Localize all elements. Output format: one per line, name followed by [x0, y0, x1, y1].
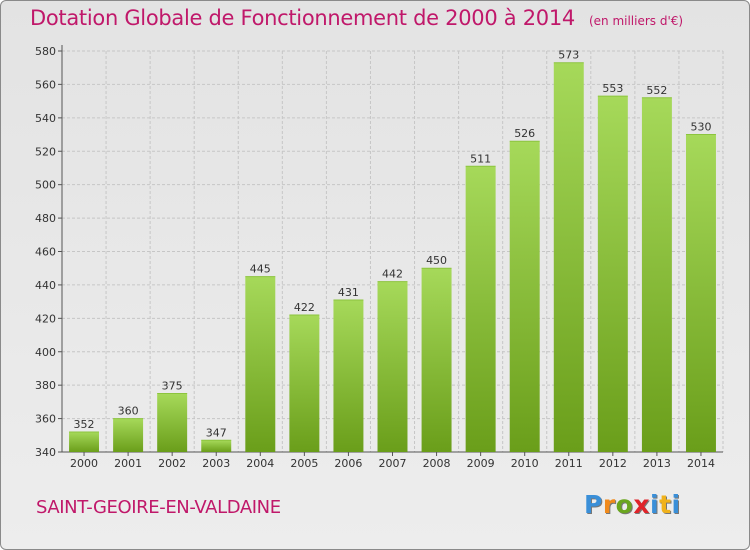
bar — [333, 299, 364, 452]
value-label: 511 — [470, 152, 491, 165]
value-label: 352 — [74, 418, 95, 431]
x-tick-label: 2005 — [290, 457, 318, 470]
bar — [553, 62, 584, 453]
x-tick-label: 2003 — [202, 457, 230, 470]
x-tick-label: 2012 — [599, 457, 627, 470]
bar — [289, 314, 320, 452]
y-tick-label: 500 — [35, 179, 56, 192]
x-tick-label: 2008 — [423, 457, 451, 470]
bar — [509, 141, 540, 452]
value-labels: 352 360 375 347 445 422 431 442 450 511 526 573 553 5… — [74, 49, 712, 440]
bar — [685, 134, 716, 452]
bar — [69, 431, 100, 452]
commune-name: SAINT-GEOIRE-EN-VALDAINE — [36, 497, 281, 518]
y-tick-label: 360 — [35, 413, 56, 426]
logo-letter: i — [671, 490, 681, 519]
value-label: 526 — [514, 127, 535, 140]
value-label: 375 — [162, 380, 183, 393]
x-tick-label: 2009 — [467, 457, 495, 470]
x-tick-label: 2011 — [555, 457, 583, 470]
x-tick-label: 2006 — [334, 457, 362, 470]
bar — [641, 97, 672, 453]
y-tick-label: 460 — [35, 246, 56, 259]
value-label: 431 — [338, 286, 359, 299]
logo-letter: x — [633, 490, 650, 519]
x-tick-label: 2010 — [511, 457, 539, 470]
value-label: 450 — [426, 254, 447, 267]
value-label: 445 — [250, 263, 271, 276]
y-tick-label: 400 — [35, 346, 56, 359]
value-label: 573 — [558, 49, 579, 62]
y-tick-label: 380 — [35, 379, 56, 392]
x-tick-label: 2001 — [114, 457, 142, 470]
value-label: 442 — [382, 268, 403, 281]
logo-letter: P — [584, 490, 603, 519]
proxiti-logo: Proxiti — [584, 490, 681, 519]
logo-letter: t — [659, 490, 672, 519]
value-label: 553 — [602, 82, 623, 95]
value-label: 422 — [294, 301, 315, 314]
y-tick-label: 480 — [35, 212, 56, 225]
bar — [421, 268, 452, 452]
x-tick-label: 2014 — [687, 457, 715, 470]
bar — [245, 276, 276, 452]
logo-letter: o — [615, 490, 634, 519]
value-label: 552 — [646, 84, 667, 97]
value-label: 530 — [690, 121, 711, 134]
x-tick-label: 2007 — [379, 457, 407, 470]
x-tick-label: 2000 — [70, 457, 98, 470]
y-tick-label: 440 — [35, 279, 56, 292]
value-label: 347 — [206, 426, 227, 439]
bar — [597, 96, 628, 453]
bar — [201, 440, 232, 452]
y-tick-label: 580 — [35, 45, 56, 58]
y-tick-label: 420 — [35, 312, 56, 325]
value-label: 360 — [118, 405, 139, 418]
x-tick-label: 2002 — [158, 457, 186, 470]
x-tick-label: 2004 — [246, 457, 274, 470]
logo-letter: r — [602, 490, 616, 519]
bar — [157, 393, 188, 452]
chart-title-text: Dotation Globale de Fonctionnement de 20… — [30, 6, 575, 30]
chart-title: Dotation Globale de Fonctionnement de 20… — [30, 6, 683, 30]
bars — [69, 62, 716, 453]
y-tick-label: 560 — [35, 78, 56, 91]
logo-letter: i — [650, 490, 660, 519]
bar — [113, 418, 144, 452]
y-tick-label: 540 — [35, 112, 56, 125]
bar — [377, 281, 408, 452]
y-tick-label: 520 — [35, 145, 56, 158]
y-tick-label: 340 — [35, 446, 56, 459]
unit-label: (en milliers d'€) — [588, 14, 684, 28]
bar — [465, 166, 496, 452]
x-tick-label: 2013 — [643, 457, 671, 470]
